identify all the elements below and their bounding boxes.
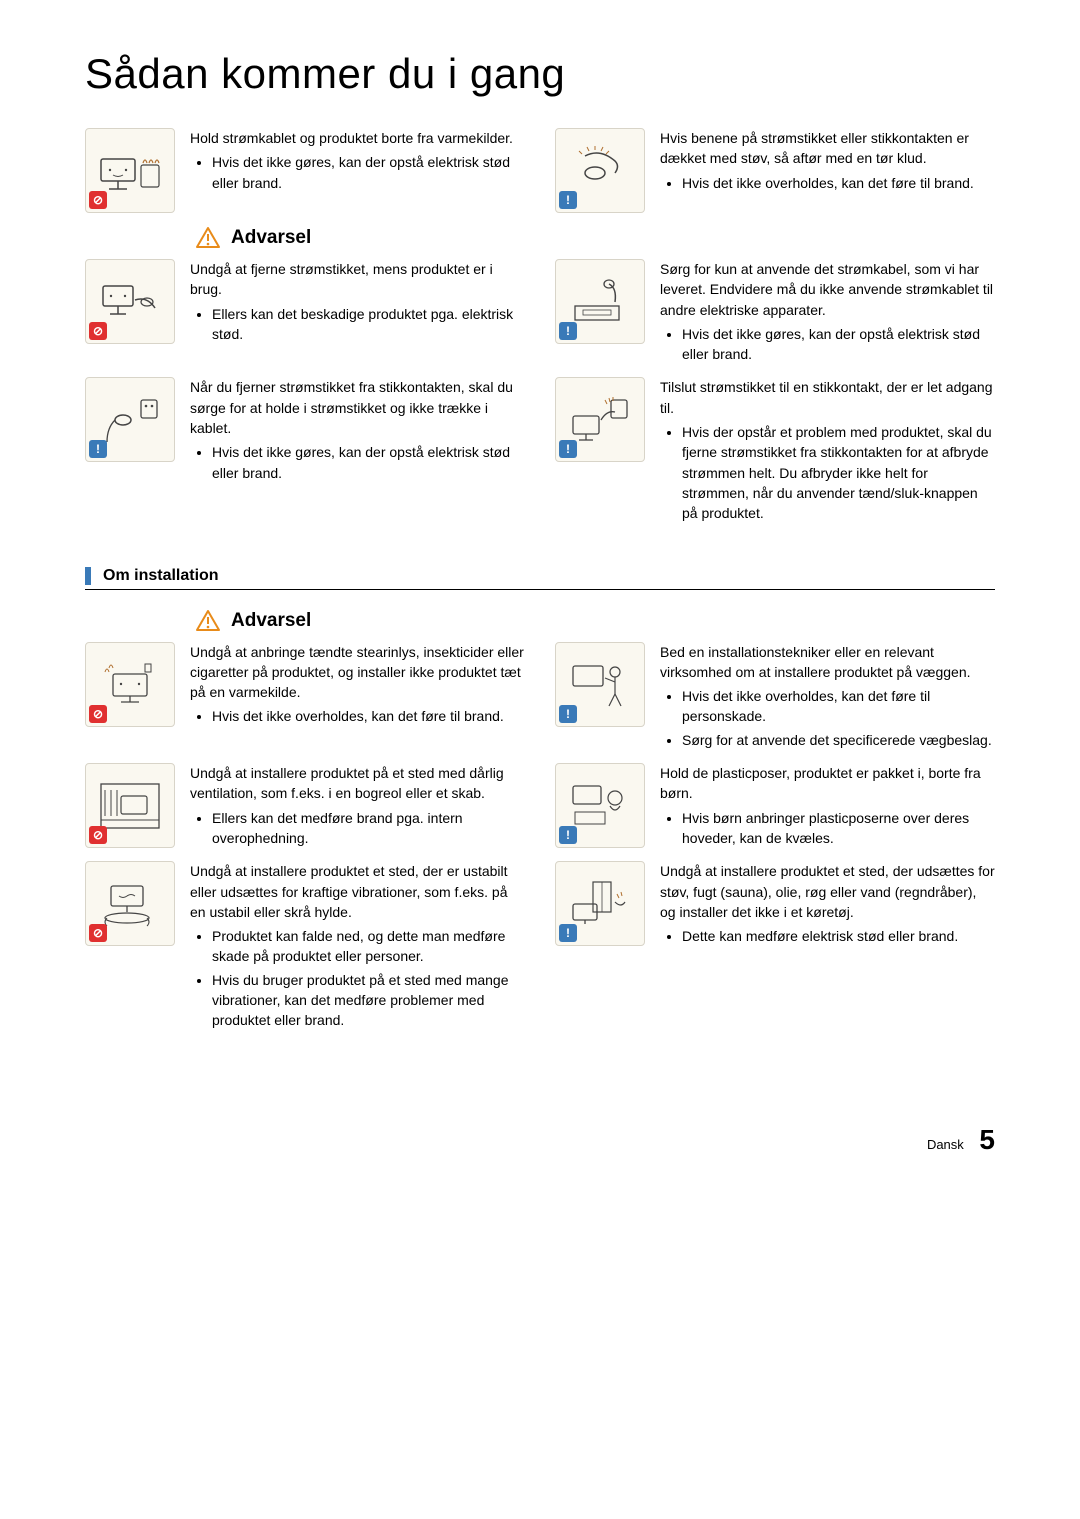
illustration-unplug-running: ⊘ [85,259,175,344]
prohibit-icon: ⊘ [89,191,107,209]
row-power-3: ! Når du fjerner strømstikket fra stikko… [85,377,995,526]
warning-triangle-icon [195,608,221,634]
info-icon: ! [559,322,577,340]
body-text: Når du fjerner strømstikket fra stikkont… [190,377,525,438]
bullet-text: Hvis det ikke gøres, kan der opstå elekt… [682,324,995,365]
section-accent [85,567,91,585]
bullet-text: Hvis det ikke overholdes, kan det føre t… [682,173,995,193]
page-number: 5 [979,1124,995,1155]
section-label: Om installation [103,567,219,585]
prohibit-icon: ⊘ [89,924,107,942]
bullet-text: Hvis det ikke overholdes, kan det føre t… [682,686,995,727]
body-text: Sørg for kun at anvende det strømkabel, … [660,259,995,320]
bullet-text: Hvis børn anbringer plasticposerne over … [682,808,995,849]
body-text: Undgå at installere produktet et sted, d… [190,861,525,922]
body-text: Hold de plasticposer, produktet er pakke… [660,763,995,804]
row-power-2: ⊘ Undgå at fjerne strømstikket, mens pro… [85,259,995,367]
bullet-text: Sørg for at anvende det specificerede væ… [682,730,995,750]
bullet-text: Hvis det ikke gøres, kan der opstå elekt… [212,442,525,483]
bullet-text: Ellers kan det medføre brand pga. intern… [212,808,525,849]
page-footer: Dansk 5 [85,1124,995,1156]
illustration-no-candles: ⊘ [85,642,175,727]
illustration-plastic-bags: ! [555,763,645,848]
illustration-bad-ventilation: ⊘ [85,763,175,848]
info-icon: ! [559,924,577,942]
advarsel-label: Advarsel [231,227,311,249]
advarsel-heading: Advarsel [195,225,995,251]
body-text: Undgå at installere produktet et sted, d… [660,861,995,922]
bullet-text: Ellers kan det beskadige produktet pga. … [212,304,525,345]
row-install-3: ⊘ Undgå at installere produktet et sted,… [85,861,995,1033]
illustration-heat-cable: ⊘ [85,128,175,213]
info-icon: ! [559,826,577,844]
illustration-wall-install: ! [555,642,645,727]
illustration-original-cable: ! [555,259,645,344]
row-install-2: ⊘ Undgå at installere produktet på et st… [85,763,995,851]
body-text: Undgå at fjerne strømstikket, mens produ… [190,259,525,300]
illustration-pull-plug: ! [85,377,175,462]
row-power-1: ⊘ Hold strømkablet og produktet borte fr… [85,128,995,213]
illustration-accessible-outlet: ! [555,377,645,462]
illustration-dust-plug: ! [555,128,645,213]
body-text: Hvis benene på strømstikket eller stikko… [660,128,995,169]
prohibit-icon: ⊘ [89,705,107,723]
bullet-text: Hvis der opstår et problem med produktet… [682,422,995,523]
bullet-text: Produktet kan falde ned, og dette man me… [212,926,525,967]
info-icon: ! [559,440,577,458]
advarsel-heading: Advarsel [195,608,995,634]
page-title: Sådan kommer du i gang [85,50,995,98]
footer-language: Dansk [927,1137,964,1152]
bullet-text: Dette kan medføre elektrisk stød eller b… [682,926,995,946]
body-text: Hold strømkablet og produktet borte fra … [190,128,525,148]
body-text: Undgå at installere produktet på et sted… [190,763,525,804]
info-icon: ! [559,191,577,209]
row-install-1: ⊘ Undgå at anbringe tændte stearinlys, i… [85,642,995,753]
prohibit-icon: ⊘ [89,322,107,340]
warning-triangle-icon [195,225,221,251]
body-text: Tilslut strømstikket til en stikkontakt,… [660,377,995,418]
info-icon: ! [559,705,577,723]
advarsel-label: Advarsel [231,610,311,632]
body-text: Undgå at anbringe tændte stearinlys, ins… [190,642,525,703]
bullet-text: Hvis det ikke overholdes, kan det føre t… [212,706,525,726]
info-icon: ! [89,440,107,458]
illustration-dust-moisture: ! [555,861,645,946]
body-text: Bed en installationstekniker eller en re… [660,642,995,683]
bullet-text: Hvis du bruger produktet på et sted med … [212,970,525,1031]
section-heading-installation: Om installation [85,567,995,590]
bullet-text: Hvis det ikke gøres, kan der opstå elekt… [212,152,525,193]
prohibit-icon: ⊘ [89,826,107,844]
illustration-unstable: ⊘ [85,861,175,946]
